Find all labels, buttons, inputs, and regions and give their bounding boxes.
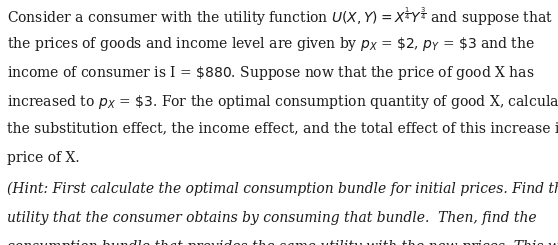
Text: the substitution effect, the income effect, and the total effect of this increas: the substitution effect, the income effe…: [7, 122, 558, 136]
Text: (Hint: First calculate the optimal consumption bundle for initial prices. Find t: (Hint: First calculate the optimal consu…: [7, 182, 558, 196]
Text: price of X.: price of X.: [7, 151, 79, 165]
Text: utility that the consumer obtains by consuming that bundle.  Then, find the: utility that the consumer obtains by con…: [7, 211, 536, 225]
Text: increased to $p_X$ = $\$3$. For the optimal consumption quantity of good X, calc: increased to $p_X$ = $\$3$. For the opti…: [7, 93, 558, 111]
Text: the prices of goods and income level are given by $p_X$ = $\$2$, $p_Y$ = $\$3$ a: the prices of goods and income level are…: [7, 35, 535, 53]
Text: income of consumer is I = $\$880$. Suppose now that the price of good X has: income of consumer is I = $\$880$. Suppo…: [7, 64, 534, 82]
Text: Consider a consumer with the utility function $U(X, Y) = X^{\frac{1}{4}}Y^{\frac: Consider a consumer with the utility fun…: [7, 6, 553, 28]
Text: consumption bundle that provides the same utility with the new prices. This will: consumption bundle that provides the sam…: [7, 240, 558, 245]
